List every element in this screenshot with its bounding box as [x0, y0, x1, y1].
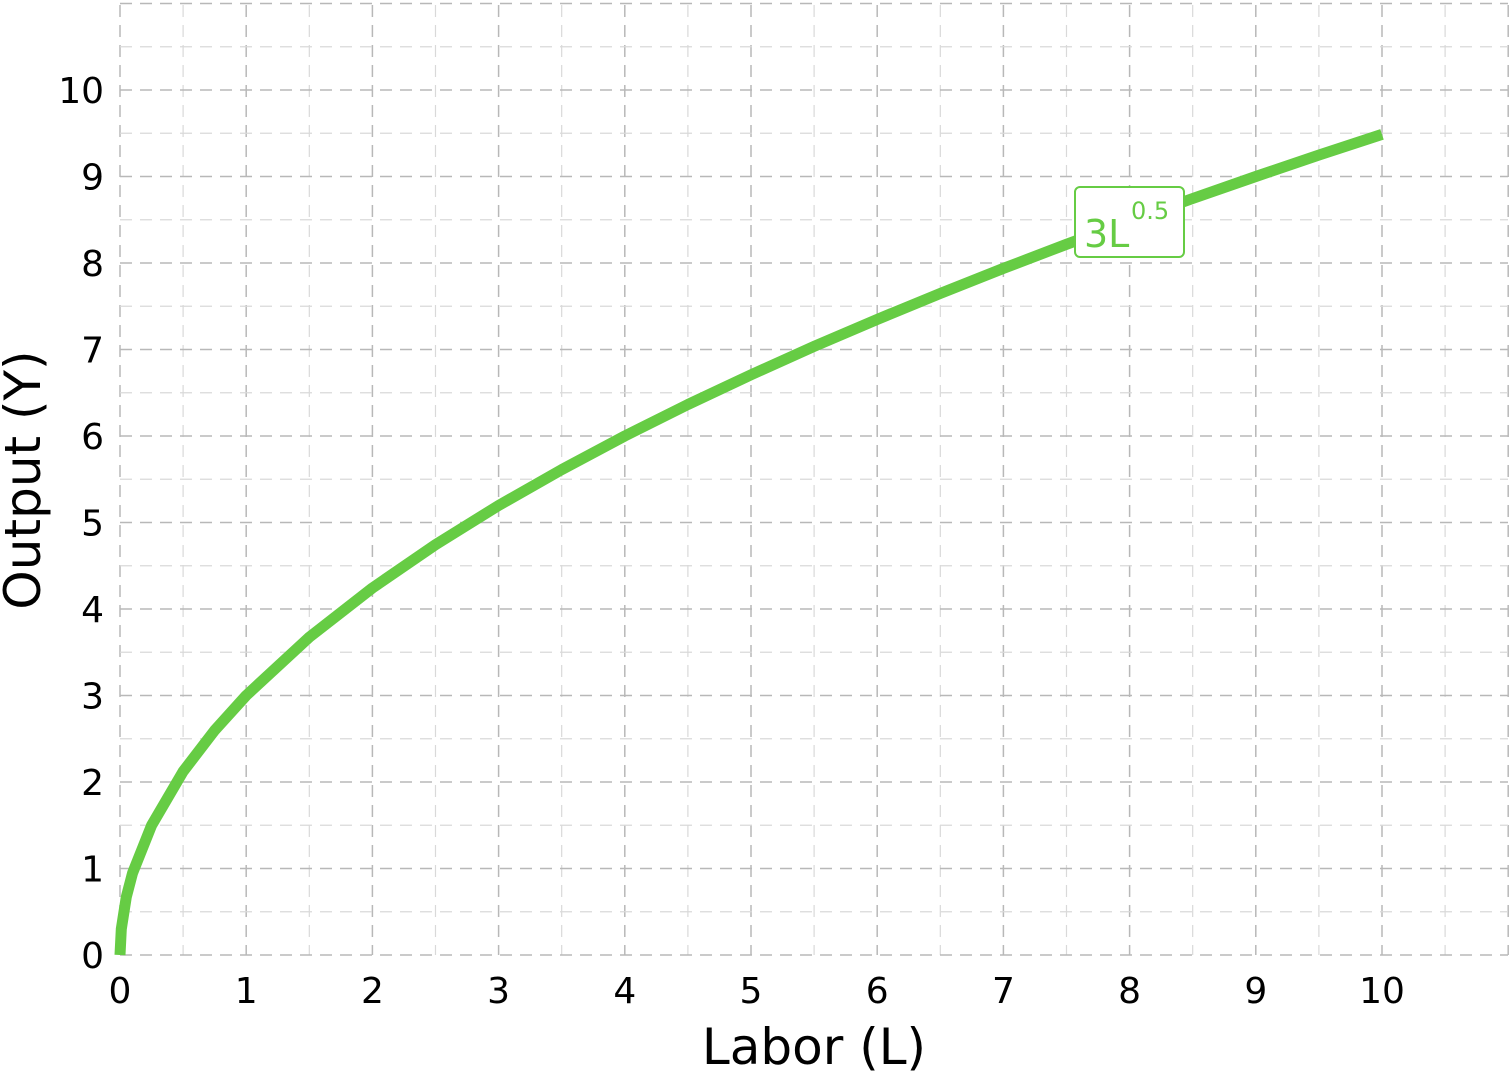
x-tick-label: 6	[866, 971, 889, 1012]
y-tick-label: 7	[81, 331, 104, 372]
x-tick-label: 10	[1359, 971, 1405, 1012]
x-tick-label: 9	[1244, 971, 1267, 1012]
series-label-base: 3L	[1084, 212, 1129, 256]
y-axis-ticks: 0 1 2 3 4 5 6 7 8 9 10	[58, 71, 104, 977]
y-tick-label: 5	[81, 504, 104, 545]
x-tick-label: 5	[740, 971, 763, 1012]
x-axis-ticks: 0 1 2 3 4 5 6 7 8 9 10	[109, 971, 1405, 1012]
series-label-exponent: 0.5	[1131, 197, 1169, 225]
y-tick-label: 6	[81, 417, 104, 458]
x-tick-label: 7	[992, 971, 1015, 1012]
y-tick-label: 9	[81, 158, 104, 199]
series-label: 3L0.5	[1074, 186, 1185, 258]
y-tick-label: 0	[81, 936, 104, 977]
y-axis-title: Output (Y)	[0, 350, 52, 609]
x-axis-title: Labor (L)	[702, 1018, 926, 1076]
series-label-box	[1074, 186, 1185, 258]
x-tick-label: 1	[235, 971, 258, 1012]
y-tick-label: 2	[81, 763, 104, 804]
y-tick-label: 8	[81, 244, 104, 285]
x-tick-label: 4	[613, 971, 636, 1012]
x-tick-label: 2	[361, 971, 384, 1012]
y-tick-label: 1	[81, 850, 104, 891]
x-tick-label: 8	[1118, 971, 1141, 1012]
grid	[119, 2, 1509, 956]
y-tick-label: 10	[58, 71, 104, 112]
x-tick-label: 3	[487, 971, 510, 1012]
y-tick-label: 4	[81, 590, 104, 631]
x-tick-label: 0	[109, 971, 132, 1012]
y-tick-label: 3	[81, 677, 104, 718]
